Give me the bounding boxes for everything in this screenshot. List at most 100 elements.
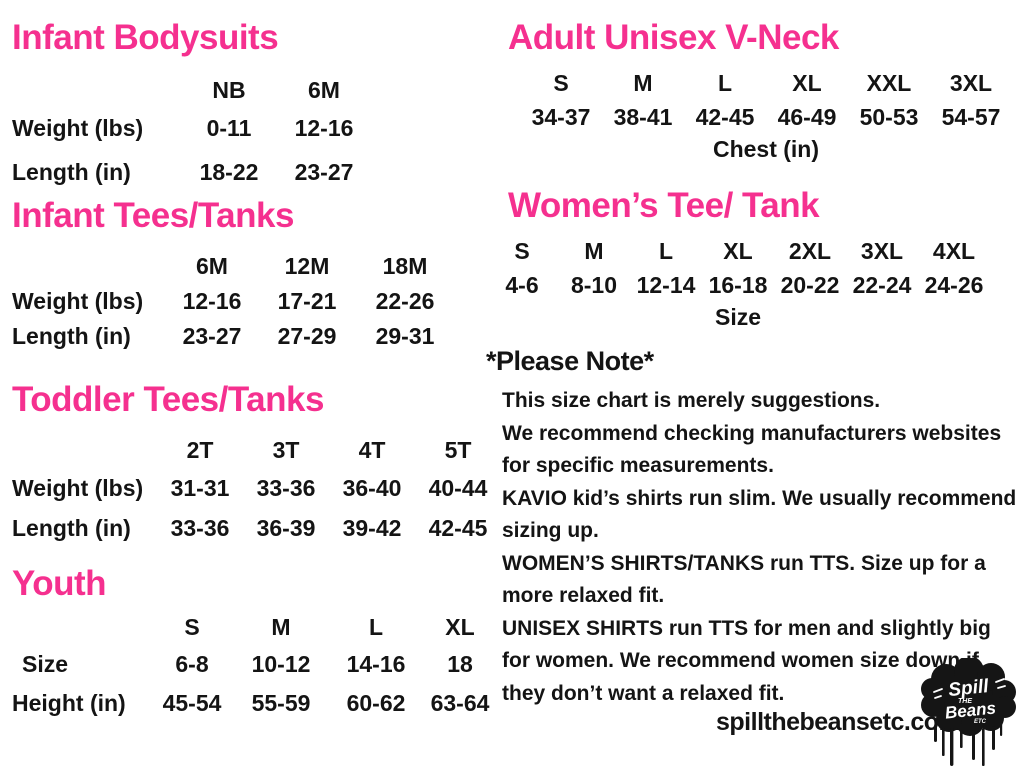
infant-bodysuits-table: NB 6M Weight (lbs) 0-11 12-16 Length (in… bbox=[12, 74, 374, 194]
row-label: Size bbox=[22, 650, 69, 677]
note-keyword: WOMEN’S SHIRTS/TANKS bbox=[502, 551, 765, 575]
row-label: Weight (lbs) bbox=[12, 287, 144, 314]
note-text: We recommend checking manufacturers webs… bbox=[502, 421, 1002, 478]
cell-value: 18-22 bbox=[199, 158, 259, 185]
cell-value: 24-26 bbox=[924, 271, 984, 298]
logo-word-spill: Spill bbox=[947, 676, 990, 701]
cell-value: 14-16 bbox=[346, 650, 406, 677]
cell-value: 54-57 bbox=[941, 103, 1001, 130]
cell-value: 8-10 bbox=[570, 271, 618, 298]
cell-value: 6-8 bbox=[175, 650, 209, 677]
col-header: XL bbox=[792, 69, 822, 96]
col-header: XL bbox=[723, 237, 753, 264]
cell-value: 12-16 bbox=[182, 287, 242, 314]
col-header: M bbox=[271, 613, 291, 640]
col-header: 2XL bbox=[788, 237, 832, 264]
cell-value: 40-44 bbox=[428, 474, 488, 501]
cell-value: 20-22 bbox=[780, 271, 840, 298]
col-header: L bbox=[368, 613, 384, 640]
cell-value: 18 bbox=[447, 650, 473, 677]
section-notes: *Please Note* This size chart is merely … bbox=[486, 346, 1018, 710]
cell-value: 36-39 bbox=[256, 514, 316, 541]
cell-value: 42-45 bbox=[695, 103, 755, 130]
col-header: 12M bbox=[284, 252, 330, 279]
cell-value: 42-45 bbox=[428, 514, 488, 541]
logo-word-etc: ETC bbox=[974, 719, 987, 725]
section-womens-tee: Women’s Tee/ Tank S M L XL 2XL 3XL 4XL 4… bbox=[486, 186, 1020, 331]
cell-value: 33-36 bbox=[256, 474, 316, 501]
section-title: Adult Unisex V-Neck bbox=[508, 18, 839, 57]
section-infant-tees: Infant Tees/Tanks 6M 12M 18M Weight (lbs… bbox=[12, 196, 456, 354]
cell-value: 4-6 bbox=[505, 271, 539, 298]
col-header: S bbox=[184, 613, 200, 640]
section-title: Youth bbox=[12, 564, 107, 603]
row-label: Weight (lbs) bbox=[12, 114, 144, 141]
col-header: 4T bbox=[358, 436, 386, 463]
cell-value: 45-54 bbox=[162, 689, 222, 716]
col-header: 2T bbox=[186, 436, 214, 463]
logo-cloud bbox=[921, 658, 1016, 736]
col-header: 4XL bbox=[932, 237, 976, 264]
note-text: kid’s shirts run slim. We usually recomm… bbox=[502, 486, 1017, 543]
col-header: 6M bbox=[308, 76, 340, 103]
cell-value: 12-16 bbox=[294, 114, 354, 141]
section-infant-bodysuits: Infant Bodysuits NB 6M Weight (lbs) 0-11… bbox=[12, 18, 374, 194]
col-header: 6M bbox=[196, 252, 228, 279]
cell-value: 22-26 bbox=[375, 287, 435, 314]
row-label: Length (in) bbox=[12, 158, 131, 185]
table-caption: Size bbox=[714, 304, 762, 331]
table-caption: Chest (in) bbox=[712, 136, 820, 163]
note-keyword: KAVIO bbox=[502, 486, 567, 510]
col-header: XL bbox=[445, 613, 475, 640]
col-header: L bbox=[658, 237, 674, 264]
section-title: Infant Tees/Tanks bbox=[12, 196, 294, 235]
infant-tees-table: 6M 12M 18M Weight (lbs) 12-16 17-21 22-2… bbox=[12, 248, 456, 354]
cell-value: 63-64 bbox=[430, 689, 490, 716]
cell-value: 38-41 bbox=[613, 103, 673, 130]
logo-sparkles bbox=[933, 678, 1006, 699]
note-text: run TTS for men and slightly big for wom… bbox=[502, 616, 991, 705]
cell-value: 50-53 bbox=[859, 103, 919, 130]
notes-heading: *Please Note* bbox=[486, 346, 654, 376]
col-header: S bbox=[553, 69, 569, 96]
youth-table: S M L XL Size 6-8 10-12 14-16 18 Height … bbox=[12, 610, 498, 722]
row-label: Length (in) bbox=[12, 322, 131, 349]
logo-drips bbox=[934, 722, 1003, 766]
adult-vneck-table: S M L XL XXL 3XL 34-37 38-41 42-45 46-49… bbox=[520, 66, 1020, 134]
note-keyword: UNISEX SHIRTS bbox=[502, 616, 664, 640]
col-header: 3XL bbox=[949, 69, 993, 96]
section-toddler-tees: Toddler Tees/Tanks 2T 3T 4T 5T Weight (l… bbox=[12, 380, 501, 548]
note-item: WOMEN’S SHIRTS/TANKS run TTS. Size up fo… bbox=[502, 548, 1018, 613]
cell-value: 23-27 bbox=[182, 322, 242, 349]
col-header: 18M bbox=[382, 252, 428, 279]
row-label: Length (in) bbox=[12, 514, 131, 541]
womens-tee-table: S M L XL 2XL 3XL 4XL 4-6 8-10 12-14 16-1… bbox=[486, 234, 1020, 302]
brand-website: spillthebeansetc.com bbox=[716, 708, 961, 736]
note-item: KAVIO kid’s shirts run slim. We usually … bbox=[502, 483, 1018, 548]
note-text: This size chart is merely suggestions. bbox=[502, 389, 881, 412]
cell-value: 0-11 bbox=[206, 114, 252, 141]
cell-value: 27-29 bbox=[277, 322, 337, 349]
cell-value: 34-37 bbox=[531, 103, 591, 130]
col-header: M bbox=[584, 237, 604, 264]
row-label: Height (in) bbox=[12, 689, 126, 716]
section-title: Toddler Tees/Tanks bbox=[12, 380, 324, 419]
logo-word-the: THE bbox=[958, 698, 972, 705]
cell-value: 16-18 bbox=[708, 271, 768, 298]
col-header: S bbox=[514, 237, 530, 264]
row-label: Weight (lbs) bbox=[12, 474, 144, 501]
cell-value: 12-14 bbox=[636, 271, 696, 298]
cell-value: 22-24 bbox=[852, 271, 912, 298]
cell-value: 17-21 bbox=[277, 287, 337, 314]
col-header: 5T bbox=[444, 436, 472, 463]
note-item: This size chart is merely suggestions. bbox=[502, 385, 1018, 418]
cell-value: 23-27 bbox=[294, 158, 354, 185]
col-header: M bbox=[633, 69, 653, 96]
note-item: UNISEX SHIRTS run TTS for men and slight… bbox=[502, 613, 1018, 711]
toddler-tees-table: 2T 3T 4T 5T Weight (lbs) 31-31 33-36 36-… bbox=[12, 432, 501, 548]
note-item: We recommend checking manufacturers webs… bbox=[502, 418, 1018, 483]
cell-value: 29-31 bbox=[375, 322, 435, 349]
cell-value: 60-62 bbox=[346, 689, 406, 716]
section-adult-vneck: Adult Unisex V-Neck S M L XL XXL 3XL 34-… bbox=[486, 18, 1020, 163]
